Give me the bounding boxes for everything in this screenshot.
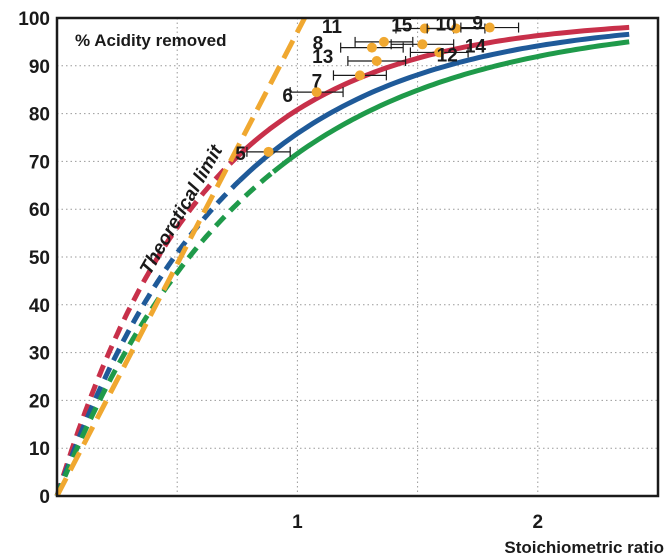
y-tick-label: 90 bbox=[29, 57, 50, 78]
curves bbox=[54, 24, 630, 497]
y-tick-label: 20 bbox=[29, 391, 50, 412]
data-point-9 bbox=[484, 22, 495, 33]
curve-dashed-2 bbox=[54, 178, 242, 497]
theoretical-limit-line bbox=[54, 16, 307, 498]
curve-solid-2 bbox=[237, 31, 630, 183]
curve-solid-1 bbox=[228, 24, 630, 166]
y-tick-label: 30 bbox=[29, 344, 50, 365]
y-tick-label: 50 bbox=[29, 248, 50, 269]
data-point-11 bbox=[378, 36, 389, 47]
theoretical-limit-group bbox=[54, 16, 307, 498]
data-point-12 bbox=[434, 47, 445, 58]
y-tick-label: 10 bbox=[29, 439, 50, 460]
point-label-15: 15 bbox=[391, 16, 413, 37]
x-axis-label: Stoichiometric ratio bbox=[504, 538, 664, 557]
x-tick-label: 2 bbox=[533, 512, 544, 533]
y-tick-label: 40 bbox=[29, 296, 50, 317]
plot-frame bbox=[55, 16, 660, 498]
point-label-8: 8 bbox=[313, 34, 324, 55]
data-point-5 bbox=[263, 146, 274, 157]
point-label-14: 14 bbox=[465, 36, 487, 57]
y-tick-label: 70 bbox=[29, 152, 50, 173]
point-label-7: 7 bbox=[312, 71, 323, 92]
point-label-13: 13 bbox=[312, 47, 333, 68]
point-label-12: 12 bbox=[437, 45, 458, 66]
data-point-8 bbox=[366, 42, 377, 53]
curve-dashed-1 bbox=[54, 161, 232, 497]
point-label-6: 6 bbox=[282, 86, 293, 107]
point-label-11: 11 bbox=[322, 17, 343, 38]
data-point-6 bbox=[311, 87, 322, 98]
point-label-5: 5 bbox=[235, 144, 246, 165]
curve-solid-3 bbox=[271, 39, 630, 174]
point-label-10: 10 bbox=[435, 15, 456, 36]
y-tick-label: 100 bbox=[18, 9, 50, 30]
y-tick-label: 0 bbox=[39, 487, 50, 508]
y-tick-label: 60 bbox=[29, 200, 50, 221]
data-point-14 bbox=[417, 39, 428, 50]
point-label-9: 9 bbox=[472, 14, 483, 35]
data-point-10 bbox=[451, 23, 462, 34]
data-point-13 bbox=[371, 56, 382, 67]
chart-title: % Acidity removed bbox=[75, 31, 226, 50]
y-tick-label: 80 bbox=[29, 105, 50, 126]
data-point-7 bbox=[354, 70, 365, 81]
x-tick-label: 1 bbox=[292, 512, 303, 533]
